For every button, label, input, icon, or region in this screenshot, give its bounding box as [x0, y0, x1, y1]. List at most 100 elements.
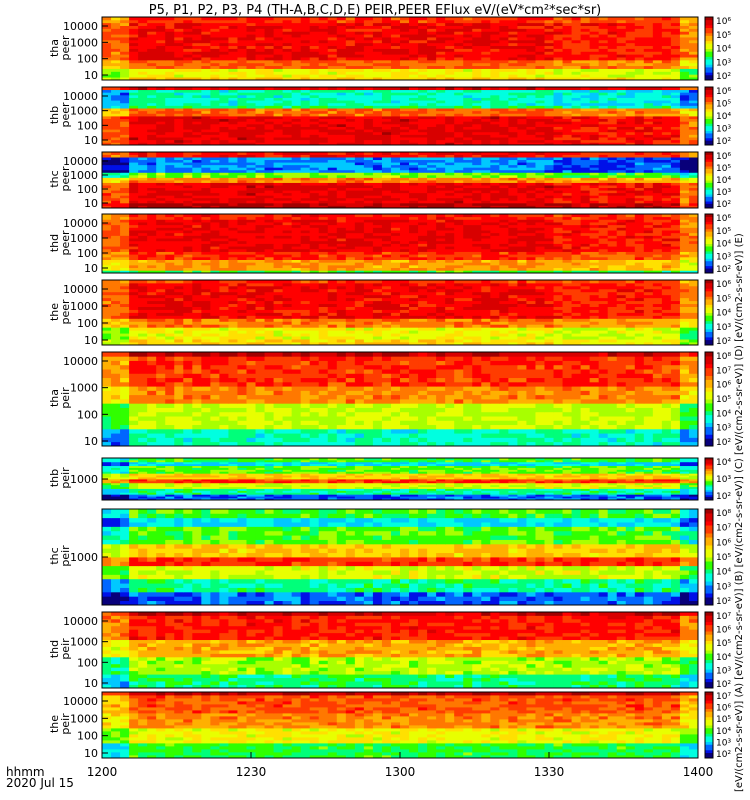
colorbar-tick-label: 10⁷: [716, 524, 731, 534]
spectrogram-panel: [102, 280, 699, 346]
colorbar-tick-label: 10⁶: [716, 87, 731, 97]
y-tick-label: 10: [84, 197, 98, 210]
colorbar-tick-label: 10⁵: [716, 100, 731, 110]
colorbar-tick-label: 10⁷: [716, 612, 731, 622]
y-tick-label: 100: [77, 730, 98, 743]
colorbar-tick-label: 10⁵: [716, 553, 731, 563]
panel-frame: [101, 16, 699, 81]
spectrogram-panel: [102, 214, 699, 274]
colorbar: [704, 611, 714, 689]
y-tick-label: 10000: [63, 695, 98, 708]
colorbar-tick-label: 10³: [716, 738, 731, 748]
colorbar-tick-label: 10⁸: [716, 352, 731, 362]
x-tick-label: 1200: [87, 765, 118, 779]
colorbar-tick-label: 10²: [716, 265, 731, 275]
y-tick-label: 1000: [70, 300, 98, 313]
colorbar-tick-label: 10⁴: [716, 458, 731, 468]
colorbar: [704, 508, 714, 606]
panel-label: thd peer: [48, 229, 72, 256]
colorbar: [704, 691, 714, 759]
colorbar-tick-label: 10⁴: [716, 653, 731, 663]
panel-label: the peer: [48, 298, 72, 325]
colorbar-tick-label: 10⁵: [716, 395, 731, 405]
y-tick-label: 1000: [70, 473, 98, 486]
colorbar-tick-label: 10⁶: [716, 280, 731, 290]
y-tick-label: 100: [77, 408, 98, 421]
x-axis-label-date: 2020 Jul 15: [6, 776, 74, 790]
colorbar-tick-label: 10²: [716, 597, 731, 607]
y-tick-label: 10: [84, 435, 98, 448]
y-tick-label: 1000: [70, 105, 98, 118]
colorbar-tick-label: 10⁴: [716, 112, 731, 122]
y-tick-label: 1000: [70, 712, 98, 725]
colorbar-tick-label: 10⁶: [716, 152, 731, 162]
colorbar-tick-label: 10³: [716, 125, 731, 135]
colorbar-tick-label: 10⁴: [716, 309, 731, 319]
panel-frame: [101, 213, 699, 274]
y-tick-label: 10000: [63, 217, 98, 230]
colorbar-tick-label: 10³: [716, 252, 731, 262]
colorbar-tick-label: 10³: [716, 475, 731, 485]
colorbar-tick-label: 10³: [716, 188, 731, 198]
panel-frame: [101, 279, 699, 346]
y-tick-label: 1000: [70, 382, 98, 395]
panel-label: thc peir: [48, 545, 72, 567]
panel-frame: [101, 351, 699, 447]
y-tick-label: 10: [84, 334, 98, 347]
panel-frame: [101, 86, 699, 146]
colorbar-tick-label: 10⁴: [716, 240, 731, 250]
spectrogram-panel: [102, 509, 699, 606]
colorbar-tick-label: 10²: [716, 200, 731, 210]
colorbar-tick-label: 10²: [716, 492, 731, 502]
spectrogram-panel: [102, 612, 699, 689]
y-tick-label: 10: [84, 134, 98, 147]
colorbar: [704, 457, 714, 501]
colorbar-tick-label: 10⁴: [716, 176, 731, 186]
panel-frame: [101, 151, 699, 209]
colorbar-tick-label: 10⁵: [716, 227, 731, 237]
colorbar-tick-label: 10⁶: [716, 538, 731, 548]
y-tick-label: 1000: [70, 36, 98, 49]
panel-label: thb peer: [48, 102, 72, 128]
colorbar-tick-label: 10⁷: [716, 366, 731, 376]
colorbar-tick-label: 10³: [716, 666, 731, 676]
colorbar-tick-label: 10²: [716, 337, 731, 347]
colorbar: [704, 151, 714, 209]
colorbar-tick-label: 10⁵: [716, 715, 731, 725]
panel-frame: [101, 611, 699, 689]
y-tick-label: 1000: [70, 551, 98, 564]
colorbar-tick-label: 10⁴: [716, 45, 731, 55]
colorbar-tick-label: 10²: [716, 137, 731, 147]
colorbar-tick-label: 10⁶: [716, 704, 731, 714]
y-tick-label: 10: [84, 262, 98, 275]
colorbar-tick-label: 10⁴: [716, 409, 731, 419]
panel-label: thb peir: [48, 467, 72, 489]
y-tick-label: 10: [84, 677, 98, 690]
y-tick-label: 10000: [63, 355, 98, 368]
panel-label: thc peer: [48, 166, 72, 192]
x-tick-label: 1300: [385, 765, 416, 779]
y-tick-label: 1000: [70, 636, 98, 649]
colorbar-tick-label: 10³: [716, 582, 731, 592]
panel-label: tha peir: [48, 387, 72, 409]
colorbar-tick-label: 10³: [716, 58, 731, 68]
x-tick-label: 1230: [236, 765, 267, 779]
y-tick-label: 10000: [63, 283, 98, 296]
y-tick-label: 100: [77, 119, 98, 132]
panel-label: the peir: [48, 713, 72, 735]
panel-label: thd peir: [48, 638, 72, 660]
colorbar-tick-label: 10⁵: [716, 639, 731, 649]
colorbar-tick-label: 10²: [716, 750, 731, 760]
spectrogram-panel: [102, 352, 699, 447]
spectrogram-panel: [102, 692, 699, 759]
chart-title: P5, P1, P2, P3, P4 (TH-A,B,C,D,E) PEIR,P…: [148, 3, 602, 18]
colorbar-tick-label: 10³: [716, 424, 731, 434]
panel-label: tha peer: [48, 34, 72, 61]
y-tick-label: 10000: [63, 90, 98, 103]
x-tick-label: 1400: [683, 765, 714, 779]
y-tick-label: 1000: [70, 169, 98, 182]
colorbar-tick-label: 10⁵: [716, 294, 731, 304]
colorbar-tick-label: 10⁶: [716, 381, 731, 391]
y-tick-label: 10000: [63, 20, 98, 33]
